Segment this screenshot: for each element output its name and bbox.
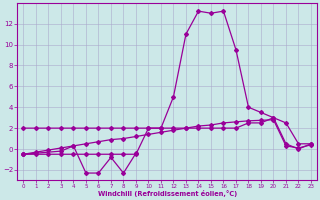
X-axis label: Windchill (Refroidissement éolien,°C): Windchill (Refroidissement éolien,°C) (98, 190, 237, 197)
